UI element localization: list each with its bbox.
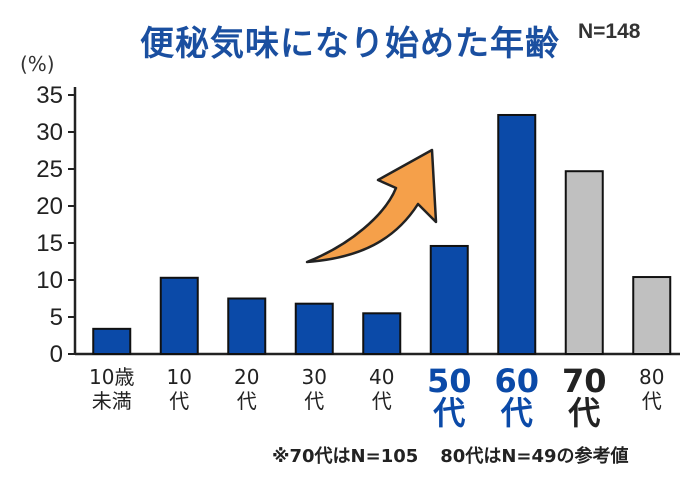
x-tick-label-5-line2: 代 <box>432 394 465 432</box>
y-tick-label-20: 20 <box>36 193 63 220</box>
y-tick-label-15: 15 <box>36 230 63 257</box>
x-tick-label-4-line1: 40 <box>369 365 394 389</box>
y-axis-unit-label: (%) <box>20 52 55 76</box>
x-tick-label-2-line1: 20 <box>234 365 259 389</box>
bar-10歳未満 <box>92 327 132 355</box>
x-tick-label-8-line2: 代 <box>642 389 662 413</box>
bar-70代 <box>564 170 604 355</box>
x-tick-label-7-line2: 代 <box>567 394 600 432</box>
y-tick-label-35: 35 <box>36 82 63 109</box>
y-tick-label-25: 25 <box>36 156 63 183</box>
bar-80代 <box>632 276 672 356</box>
bar-20代 <box>227 297 267 355</box>
y-tick-label-5: 5 <box>50 304 63 331</box>
x-tick-label-1-line1: 10 <box>167 365 192 389</box>
x-tick-label-2-line2: 代 <box>237 389 257 413</box>
y-tick-label-0: 0 <box>50 341 63 368</box>
x-tick-label-8-line1: 80 <box>639 365 664 389</box>
x-tick-label-3-line2: 代 <box>304 389 324 413</box>
x-tick-label-5-line1: 50 <box>427 362 472 400</box>
bar-30代 <box>294 302 334 355</box>
footnote-80s: 80代はN=49の参考値 <box>440 446 629 467</box>
footnote: ※70代はN=105 80代はN=49の参考値 <box>272 442 629 468</box>
x-tick-label-0-line1: 10歳 <box>89 365 134 389</box>
footnote-70s: ※70代はN=105 <box>272 446 419 467</box>
trend-arrow-icon <box>305 148 438 264</box>
x-tick-label-7-line1: 70 <box>562 362 607 400</box>
y-tick-label-10: 10 <box>36 267 63 294</box>
bar-40代 <box>362 312 402 355</box>
x-tick-label-0-line2: 未満 <box>92 389 132 413</box>
x-tick-label-4-line2: 代 <box>372 389 392 413</box>
x-tick-label-3-line1: 30 <box>302 365 327 389</box>
y-tick-label-30: 30 <box>36 119 63 146</box>
chart-title: 便秘気味になり始めた年齢 <box>140 24 560 64</box>
bar-50代 <box>429 244 469 356</box>
x-tick-label-6-line2: 代 <box>500 394 533 432</box>
x-tick-label-6-line1: 60 <box>494 362 539 400</box>
bar-10代 <box>159 276 199 355</box>
x-tick-label-1-line2: 代 <box>169 389 189 413</box>
bar-60代 <box>497 113 537 356</box>
sample-size-label: N=148 <box>578 20 641 43</box>
